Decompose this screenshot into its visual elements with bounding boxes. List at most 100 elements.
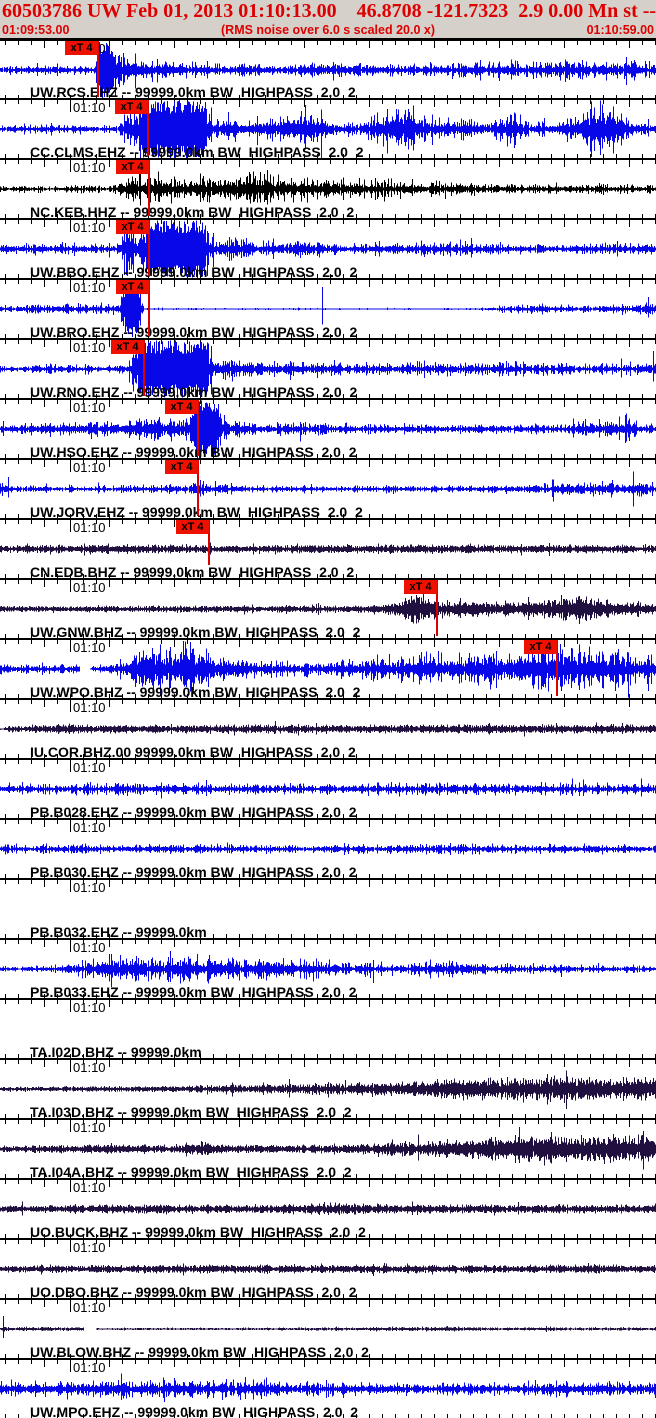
pick-flag[interactable]: xT 4 <box>116 220 149 234</box>
waveform <box>0 400 656 458</box>
time-tick-label: 01:10 <box>73 1300 106 1315</box>
pick-flag[interactable]: xT 4 <box>65 41 98 55</box>
pick-flag[interactable]: xT 4 <box>111 340 144 354</box>
station-label[interactable]: PB.B028.EHZ -- 99999.0km BW HIGHPASS 2.0… <box>30 804 357 820</box>
time-tick-label: 01:10 <box>73 580 106 595</box>
pick-line <box>97 41 99 97</box>
pick-line <box>208 520 210 565</box>
station-label[interactable]: PB.B033.EHZ -- 99999.0km BW HIGHPASS 2.0… <box>30 984 357 1000</box>
waveform <box>0 340 656 398</box>
trace-row[interactable]: 01:10 UW.JORV.EHZ -- 99999.0km BW HIGHPAS… <box>0 458 656 520</box>
station-label[interactable]: UW.HSO.EHZ -- 99999.0km BW HIGHPASS 2.0 … <box>30 444 357 460</box>
station-label[interactable]: UW.WPO.BHZ -- 99999.0km BW HIGHPASS 2.0 … <box>30 684 361 700</box>
trace-row[interactable]: 01:10 UW.HSO.EHZ -- 99999.0km BW HIGHPASS… <box>0 398 656 460</box>
waveform <box>0 460 656 518</box>
trace-row[interactable]: 01:10 CN.EDB.BHZ -- 99999.0km BW HIGHPASS… <box>0 518 656 580</box>
station-label[interactable]: CN.EDB.BHZ -- 99999.0km BW HIGHPASS 2.0 … <box>30 564 355 580</box>
waveform <box>0 220 656 278</box>
rms-scale-note: (RMS noise over 6.0 s scaled 20.0 x) <box>221 23 435 37</box>
station-label[interactable]: UO.DBO.BHZ -- 99999.0km BW HIGHPASS 2.0 … <box>30 1284 357 1300</box>
station-label[interactable]: UW.BBO.EHZ -- 99999.0km BW HIGHPASS 2.0 … <box>30 264 358 280</box>
pick-flag[interactable]: xT 4 <box>116 160 149 174</box>
time-tick-label: 01:10 <box>73 160 106 175</box>
station-label[interactable]: TA.I04A.BHZ -- 99999.0km BW HIGHPASS 2.0… <box>30 1164 352 1180</box>
time-tick-label: 01:10 <box>73 220 106 235</box>
pick-flag[interactable]: xT 4 <box>524 640 557 654</box>
trace-row[interactable]: 01:10 UW.BRO.EHZ -- 99999.0km BW HIGHPASS… <box>0 278 656 340</box>
pick-flag[interactable]: xT 4 <box>165 400 198 414</box>
waveform <box>0 160 656 218</box>
pick-flag[interactable]: xT 4 <box>404 580 437 594</box>
trace-row[interactable]: 01:10 PB.B032.EHZ -- 99999.0km <box>0 878 656 940</box>
time-tick-label: 01:10 <box>73 100 106 115</box>
time-tick-label: 01:10 <box>73 1360 106 1375</box>
trace-row[interactable]: 01:10 IU.COR.BHZ.00 99999.0km BW HIGHPASS… <box>0 698 656 760</box>
station-label[interactable]: IU.COR.BHZ.00 99999.0km BW HIGHPASS 2.0 … <box>30 744 356 760</box>
station-label[interactable]: UW.MPO.EHZ -- 99999.0km BW HIGHPASS 2.0 … <box>30 1404 359 1418</box>
window-start-time: 01:09:53.00 <box>2 23 70 37</box>
waveform <box>0 760 656 818</box>
trace-row[interactable]: 01:10 NC.KEB.HHZ -- 99999.0km BW HIGHPASS… <box>0 158 656 220</box>
time-tick-label: 01:10 <box>73 280 106 295</box>
time-tick-label: 01:10 <box>73 640 106 655</box>
station-label[interactable]: UW.RNO.EHZ -- 99999.0km BW HIGHPASS 2.0 … <box>30 384 358 400</box>
trace-row[interactable]: 01:10 TA.I04A.BHZ -- 99999.0km BW HIGHPAS… <box>0 1118 656 1180</box>
window-end-time: 01:10:59.00 <box>586 23 654 37</box>
time-tick-label: 01:10 <box>73 520 106 535</box>
pick-line <box>148 220 150 276</box>
waveform <box>0 580 656 638</box>
trace-row[interactable]: 01:10 PB.B033.EHZ -- 99999.0km BW HIGHPAS… <box>0 938 656 1000</box>
trace-row[interactable]: 01:10 UW.BLOW.BHZ -- 99999.0km BW HIGHPAS… <box>0 1298 656 1360</box>
trace-row[interactable]: 01:10 UW.WPO.BHZ -- 99999.0km BW HIGHPASS… <box>0 638 656 700</box>
trace-row[interactable]: 01:10 PB.B028.EHZ -- 99999.0km BW HIGHPAS… <box>0 758 656 820</box>
pick-flag[interactable]: xT 4 <box>165 460 198 474</box>
waveform <box>0 820 656 878</box>
time-tick-label: 01:10 <box>73 460 106 475</box>
waveform <box>0 280 656 338</box>
trace-row[interactable]: 01:10 CC.CLMS.EHZ -- 99999.0km BW HIGHPAS… <box>0 98 656 160</box>
station-label[interactable]: UW.GNW.BHZ -- 99999.0km BW HIGHPASS 2.0 … <box>30 624 361 640</box>
station-label[interactable]: PB.B030.EHZ -- 99999.0km BW HIGHPASS 2.0… <box>30 864 357 880</box>
pick-line <box>556 640 558 696</box>
time-tick-label: 01:10 <box>73 760 106 775</box>
waveform <box>0 1060 656 1118</box>
time-tick-label: 01:10 <box>73 1060 106 1075</box>
pick-line <box>148 280 150 336</box>
time-tick-label: 01:10 <box>73 400 106 415</box>
pick-flag[interactable]: xT 4 <box>116 280 149 294</box>
trace-row[interactable]: 01:10 UW.MPO.EHZ -- 99999.0km BW HIGHPASS… <box>0 1358 656 1418</box>
trace-row[interactable]: 01:10 TA.I03D.BHZ -- 99999.0km BW HIGHPAS… <box>0 1058 656 1120</box>
trace-row[interactable]: 01:10 UO.DBO.BHZ -- 99999.0km BW HIGHPASS… <box>0 1238 656 1300</box>
station-label[interactable]: UW.JORV.EHZ -- 99999.0km BW HIGHPASS 2.0… <box>30 504 363 520</box>
event-title: 60503786 UW Feb 01, 2013 01:10:13.00 46.… <box>2 0 656 22</box>
time-tick-label: 01:10 <box>73 1180 106 1195</box>
station-label[interactable]: CC.CLMS.EHZ -- 99999.0km BW HIGHPASS 2.0… <box>30 144 364 160</box>
station-label[interactable]: UW.BRO.EHZ -- 99999.0km BW HIGHPASS 2.0 … <box>30 324 358 340</box>
trace-row[interactable]: 01:10 UW.RNO.EHZ -- 99999.0km BW HIGHPASS… <box>0 338 656 400</box>
time-tick-label: 01:10 <box>73 940 106 955</box>
waveform <box>0 100 656 158</box>
trace-row[interactable]: 01:10 PB.B030.EHZ -- 99999.0km BW HIGHPAS… <box>0 818 656 880</box>
trace-row[interactable]: 01:10 UW.GNW.BHZ -- 99999.0km BW HIGHPASS… <box>0 578 656 640</box>
header: 60503786 UW Feb 01, 2013 01:10:13.00 46.… <box>0 0 656 38</box>
station-label[interactable]: UW.BLOW.BHZ -- 99999.0km BW HIGHPASS 2.0… <box>30 1344 369 1360</box>
pick-line <box>436 580 438 636</box>
time-window-bar: 01:09:53.00 (RMS noise over 6.0 s scaled… <box>0 23 656 37</box>
pick-flag[interactable]: xT 4 <box>115 100 148 114</box>
trace-row[interactable]: 01:10 TA.I02D.BHZ -- 99999.0km <box>0 998 656 1060</box>
station-label[interactable]: NC.KEB.HHZ -- 99999.0km BW HIGHPASS 2.0 … <box>30 204 355 220</box>
station-label[interactable]: PB.B032.EHZ -- 99999.0km <box>30 924 207 940</box>
trace-row[interactable]: 01:10 UW.BBO.EHZ -- 99999.0km BW HIGHPASS… <box>0 218 656 280</box>
pick-flag[interactable]: xT 4 <box>176 520 209 534</box>
pick-line <box>147 100 149 156</box>
time-tick-label: 01:10 <box>73 1240 106 1255</box>
pick-line <box>197 400 199 456</box>
station-label[interactable]: TA.I03D.BHZ -- 99999.0km BW HIGHPASS 2.0… <box>30 1104 352 1120</box>
station-label[interactable]: UO.BUCK.BHZ -- 99999.0km BW HIGHPASS 2.0… <box>30 1224 366 1240</box>
trace-row[interactable]: 01:10 UO.BUCK.BHZ -- 99999.0km BW HIGHPAS… <box>0 1178 656 1240</box>
station-label[interactable]: UW.RCS.EHZ -- 99999.0km BW HIGHPASS 2.0 … <box>30 84 356 100</box>
station-label[interactable]: TA.I02D.BHZ -- 99999.0km <box>30 1044 202 1060</box>
